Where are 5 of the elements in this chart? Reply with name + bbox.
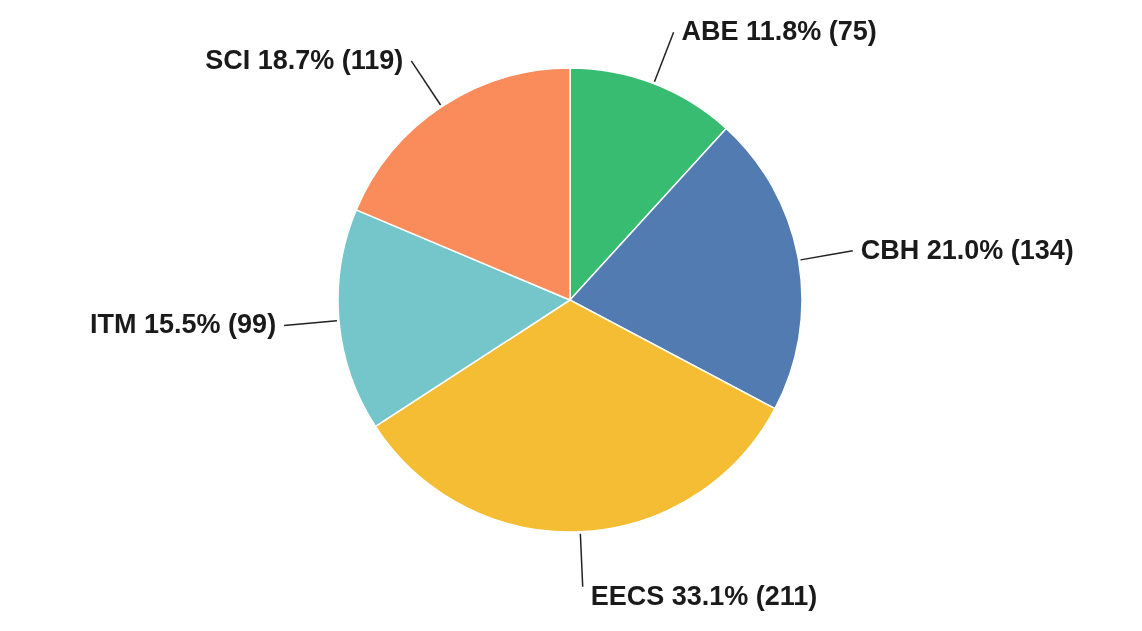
slice-label: ABE 11.8% (75) [681,16,877,47]
slice-label: SCI 18.7% (119) [205,44,404,75]
slice-label: CBH 21.0% (134) [860,234,1074,265]
slice-label: EECS 33.1% (211) [590,580,818,611]
slice-label: ITM 15.5% (99) [90,309,277,340]
